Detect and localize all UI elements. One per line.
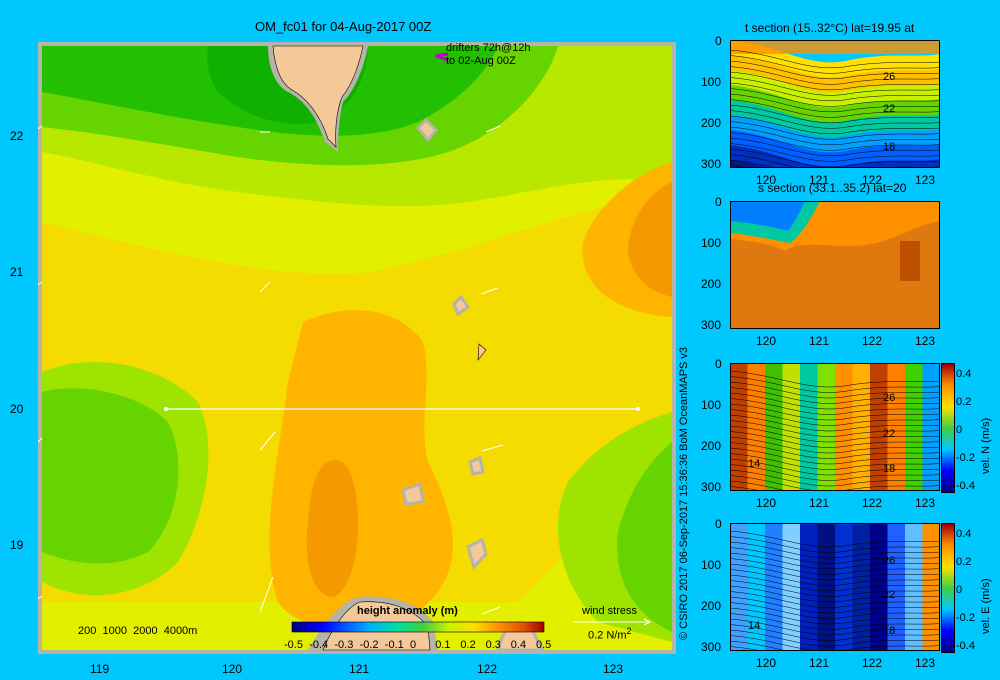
lon-tick: 122 bbox=[477, 662, 498, 676]
lat-tick: 21 bbox=[10, 265, 24, 279]
veln-cbar-label: vel. N (m/s) bbox=[980, 417, 992, 474]
vel-tick: -0.2 bbox=[956, 612, 975, 624]
wind-stress-label: wind stress bbox=[582, 605, 638, 617]
lon-tick: 120 bbox=[222, 662, 243, 676]
colorbar-title: height anomaly (m) bbox=[357, 605, 458, 617]
colorbar-tick: -0.4 bbox=[309, 639, 329, 651]
lon-tick: 121 bbox=[349, 662, 370, 676]
contour-label: 22 bbox=[883, 589, 896, 601]
depth-tick: 0 bbox=[715, 34, 722, 48]
colorbar-tick: 0.4 bbox=[510, 639, 527, 651]
vele-cbar-label: vel. E (m/s) bbox=[980, 578, 992, 634]
depth-tick: 100 bbox=[701, 398, 722, 412]
contour-label: 22 bbox=[883, 428, 896, 440]
veln-section-panel bbox=[730, 363, 940, 491]
depth-legend: 200 1000 2000 4000m bbox=[78, 626, 197, 637]
panel-lon-tick: 120 bbox=[756, 496, 777, 510]
depth-4000: 4000m bbox=[163, 625, 198, 637]
colorbar-tick: 0.5 bbox=[536, 639, 552, 651]
panel-lon-tick: 121 bbox=[809, 656, 830, 670]
vel-tick: 0.2 bbox=[956, 396, 972, 408]
lat-tick: 22 bbox=[10, 129, 24, 143]
contour-label: 18 bbox=[883, 141, 896, 153]
vel-tick: -0.4 bbox=[956, 640, 975, 652]
lon-tick: 123 bbox=[603, 662, 624, 676]
temp-panel-title: t section (15..32°C) lat=19.95 at bbox=[745, 21, 915, 35]
contour-label: 14 bbox=[748, 458, 761, 470]
contour-label: 26 bbox=[883, 71, 896, 83]
salt-panel-title: s section (33.1..35.2) lat=20 bbox=[758, 181, 907, 195]
depth-tick: 0 bbox=[715, 357, 722, 371]
vel-tick: 0.2 bbox=[956, 556, 972, 568]
colorbar-tick: 0.3 bbox=[485, 639, 501, 651]
depth-tick: 300 bbox=[701, 640, 722, 654]
colorbar-tick: -0.5 bbox=[284, 639, 303, 651]
drifters-label: drifters 72h@12h bbox=[446, 42, 531, 54]
panel-lon-tick: 120 bbox=[756, 334, 777, 348]
lat-tick: 20 bbox=[10, 402, 24, 416]
panel-lon-tick: 121 bbox=[809, 334, 830, 348]
contour-label: 26 bbox=[883, 392, 896, 404]
panel-lon-tick: 122 bbox=[862, 334, 883, 348]
vele-section-panel bbox=[730, 523, 940, 651]
contour-label: 18 bbox=[883, 463, 896, 475]
contour-label: 18 bbox=[883, 625, 896, 637]
depth-tick: 300 bbox=[701, 157, 722, 171]
depth-tick: 100 bbox=[701, 75, 722, 89]
colorbar-tick: -0.1 bbox=[384, 639, 404, 651]
panel-lon-tick: 122 bbox=[862, 656, 883, 670]
vel-tick: -0.2 bbox=[956, 452, 975, 464]
depth-tick: 0 bbox=[715, 195, 722, 209]
temp-section-panel bbox=[730, 40, 940, 168]
colorbar-tick: 0.1 bbox=[435, 639, 451, 651]
panel-lon-tick: 122 bbox=[862, 173, 883, 187]
panel-lon-tick: 121 bbox=[809, 173, 830, 187]
depth-tick: 100 bbox=[701, 236, 722, 250]
colorbar-tick: 0.2 bbox=[460, 639, 476, 651]
drifters-date: to 02-Aug 00Z bbox=[446, 55, 516, 67]
depth-tick: 300 bbox=[701, 480, 722, 494]
depth-tick: 300 bbox=[701, 318, 722, 332]
salt-section-panel bbox=[730, 201, 940, 329]
depth-tick: 200 bbox=[701, 277, 722, 291]
contour-label: 22 bbox=[883, 103, 896, 115]
depth-tick: 200 bbox=[701, 599, 722, 613]
panel-lon-tick: 123 bbox=[915, 334, 936, 348]
depth-200: 200 bbox=[78, 625, 97, 637]
contour-label: 26 bbox=[883, 555, 896, 567]
colorbar-tick: 0 bbox=[410, 639, 417, 651]
vel-tick: 0.4 bbox=[956, 528, 972, 540]
vel-tick: -0.4 bbox=[956, 480, 975, 492]
lon-tick: 119 bbox=[90, 662, 110, 676]
contour-label: 14 bbox=[748, 620, 761, 632]
panel-lon-tick: 123 bbox=[915, 173, 936, 187]
panel-lon-tick: 120 bbox=[756, 656, 777, 670]
wind-stress-scale: 0.2 N/m2 bbox=[588, 626, 632, 642]
panel-lon-tick: 121 bbox=[809, 496, 830, 510]
vele-colorbar bbox=[941, 523, 955, 653]
map-title: OM_fc01 for 04-Aug-2017 00Z bbox=[255, 19, 432, 34]
credit-text: © CSIRO 2017 06-Sep-2017 15:36:36 BoM Oc… bbox=[678, 346, 690, 640]
panel-lon-tick: 120 bbox=[756, 173, 777, 187]
panel-lon-tick: 122 bbox=[862, 496, 883, 510]
vel-tick: 0 bbox=[956, 424, 963, 436]
depth-2000: 2000 bbox=[133, 625, 158, 637]
depth-1000: 1000 bbox=[102, 625, 127, 637]
colorbar-tick: -0.2 bbox=[359, 639, 379, 651]
depth-tick: 100 bbox=[701, 558, 722, 572]
height-anomaly-map bbox=[38, 42, 676, 654]
depth-tick: 200 bbox=[701, 439, 722, 453]
colorbar-tick: -0.3 bbox=[334, 639, 354, 651]
vel-tick: 0.4 bbox=[956, 368, 972, 380]
veln-colorbar bbox=[941, 363, 955, 493]
depth-tick: 200 bbox=[701, 116, 722, 130]
vel-tick: 0 bbox=[956, 584, 963, 596]
panel-lon-tick: 123 bbox=[915, 496, 936, 510]
depth-tick: 0 bbox=[715, 517, 722, 531]
panel-lon-tick: 123 bbox=[915, 656, 936, 670]
lat-tick: 19 bbox=[10, 538, 24, 552]
